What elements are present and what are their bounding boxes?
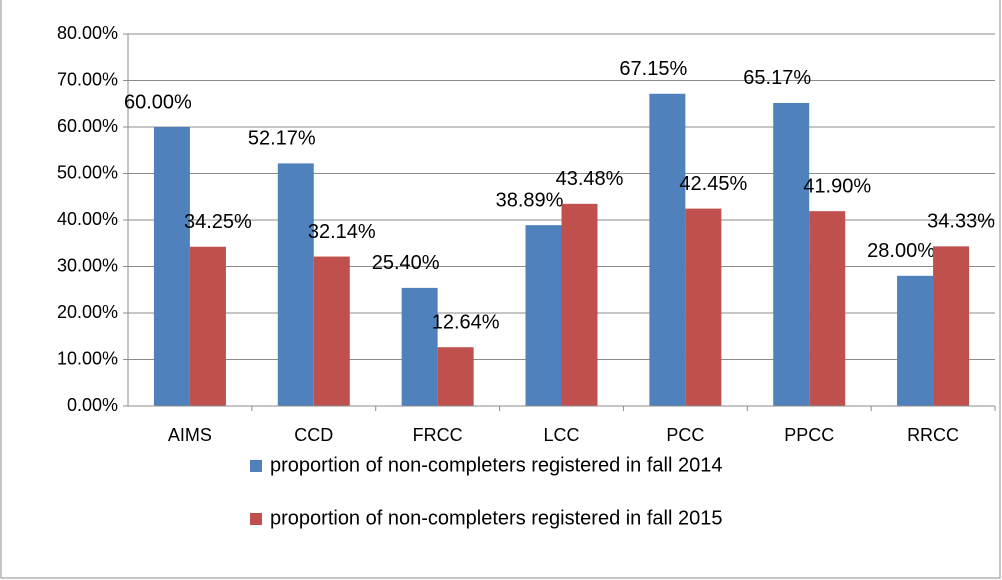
value-label: 41.90% (803, 175, 871, 197)
bar (189, 246, 226, 406)
y-tick-label: 70.00% (57, 69, 118, 89)
legend-label: proportion of non-completers registered … (270, 507, 722, 529)
y-tick-label: 10.00% (57, 348, 118, 368)
value-label: 38.89% (496, 189, 564, 211)
value-label: 43.48% (556, 168, 624, 190)
value-label: 28.00% (867, 240, 935, 262)
x-tick-label: LCC (543, 425, 579, 445)
y-tick-label: 20.00% (57, 302, 118, 322)
legend-swatch (250, 460, 262, 472)
bar (649, 93, 686, 406)
y-tick-label: 60.00% (57, 116, 118, 136)
y-tick-label: 80.00% (57, 23, 118, 43)
value-label: 25.40% (372, 252, 440, 274)
x-tick-label: PPCC (784, 425, 834, 445)
x-tick-label: PCC (666, 425, 704, 445)
value-label: 60.00% (124, 91, 192, 113)
x-tick-label: FRCC (413, 425, 463, 445)
legend-label: proportion of non-completers registered … (270, 454, 722, 476)
bar (525, 225, 562, 406)
value-label: 12.64% (432, 312, 500, 334)
bar (809, 211, 846, 406)
y-tick-label: 40.00% (57, 209, 118, 229)
x-tick-label: RRCC (907, 425, 959, 445)
value-label: 34.25% (184, 211, 252, 233)
bar (313, 256, 350, 406)
bar (773, 102, 810, 406)
bar (685, 208, 722, 406)
value-label: 32.14% (308, 221, 376, 243)
bar (437, 347, 474, 406)
y-tick-label: 30.00% (57, 255, 118, 275)
y-tick-label: 0.00% (67, 395, 118, 415)
legend-swatch (250, 513, 262, 525)
value-label: 52.17% (248, 128, 316, 150)
bar (561, 203, 598, 406)
value-label: 65.17% (743, 67, 811, 89)
bar (933, 246, 970, 406)
value-label: 42.45% (679, 173, 747, 195)
x-tick-label: CCD (294, 425, 333, 445)
value-label: 67.15% (619, 58, 687, 80)
bar (897, 275, 934, 406)
bar (153, 127, 190, 406)
bar (401, 287, 438, 406)
bar (277, 163, 314, 406)
x-tick-label: AIMS (168, 425, 212, 445)
value-label: 34.33% (927, 211, 995, 233)
y-tick-label: 50.00% (57, 162, 118, 182)
